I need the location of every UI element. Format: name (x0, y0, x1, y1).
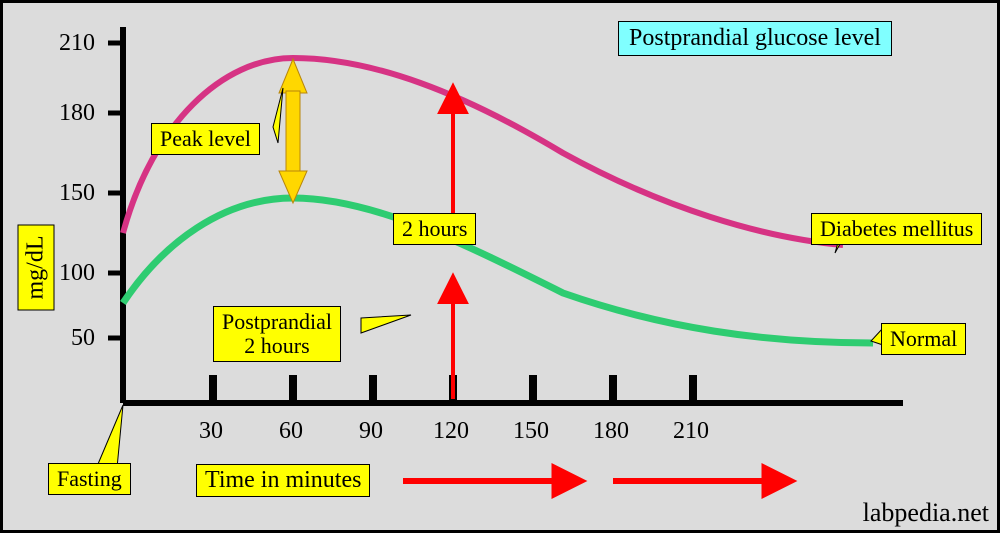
chart-container: Postprandial glucose level mg/dL 50 100 … (0, 0, 1000, 533)
callout-peak-pointer (273, 88, 283, 143)
y-tick-180: 180 (59, 100, 95, 127)
label-fasting: Fasting (48, 463, 131, 495)
label-postprandial-2h: Postprandial 2 hours (213, 306, 341, 362)
y-tick-50: 50 (71, 325, 95, 352)
x-tick-120: 120 (433, 418, 469, 445)
arrow-peak-double (279, 59, 307, 203)
x-tick-60: 60 (279, 418, 303, 445)
x-tick-210: 210 (673, 418, 709, 445)
y-tick-100: 100 (59, 260, 95, 287)
label-normal: Normal (881, 323, 966, 355)
label-2-hours: 2 hours (393, 213, 476, 245)
x-tick-90: 90 (359, 418, 383, 445)
x-tick-30: 30 (199, 418, 223, 445)
chart-title: Postprandial glucose level (618, 21, 892, 56)
x-tick-150: 150 (513, 418, 549, 445)
pp2h-line2: 2 hours (244, 333, 309, 358)
callout-pp2h-pointer (361, 315, 411, 333)
label-diabetes: Diabetes mellitus (811, 213, 982, 245)
watermark: labpedia.net (863, 498, 989, 528)
pp2h-line1: Postprandial (222, 309, 332, 334)
y-tick-150: 150 (59, 180, 95, 207)
chart-svg (3, 3, 997, 530)
label-peak-level: Peak level (151, 123, 260, 155)
x-axis-title: Time in minutes (196, 464, 370, 497)
x-tick-180: 180 (593, 418, 629, 445)
callout-fasting-pointer (98, 405, 123, 468)
y-tick-210: 210 (59, 30, 95, 57)
y-axis-title: mg/dL (18, 225, 55, 311)
